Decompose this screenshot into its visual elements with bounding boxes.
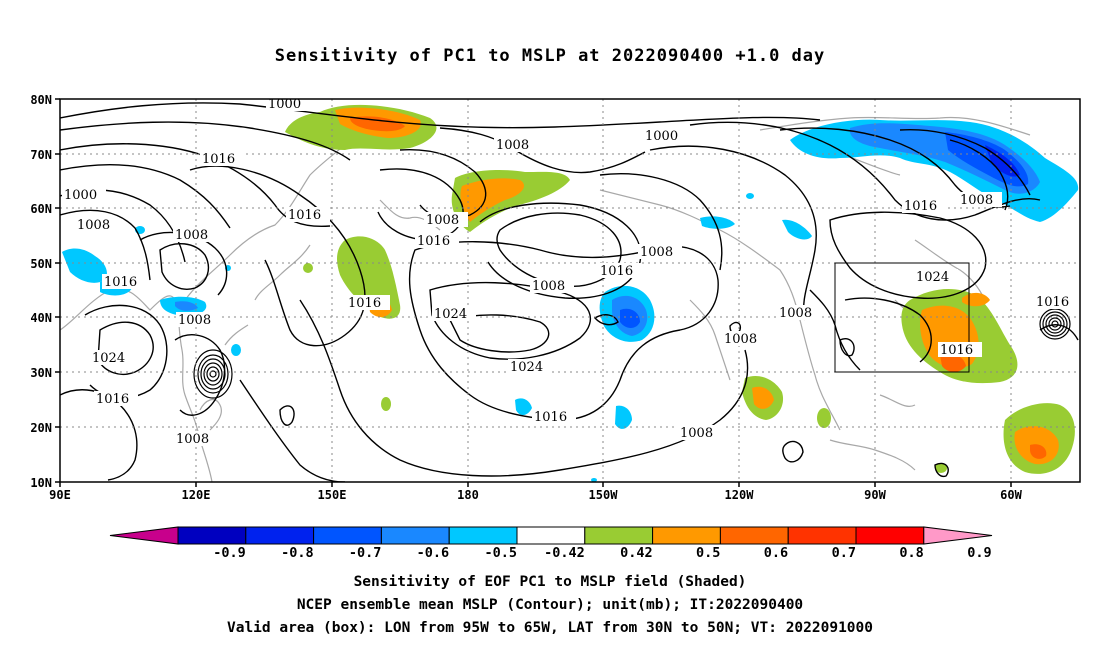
colorbar-swatch: [652, 526, 721, 545]
colorbar-swatch: [719, 526, 789, 545]
colorbar-label: -0.6: [417, 545, 450, 561]
contour-label: 1008: [640, 245, 673, 260]
valid-area-box: [834, 262, 970, 373]
contour-label: 1008: [496, 138, 529, 153]
contour-label: 1008: [176, 432, 209, 447]
sensitivity-shading: [62, 104, 1079, 482]
contour-label: 1008: [960, 193, 993, 208]
contour-label: 1008: [77, 218, 110, 233]
colorbar-swatch: [855, 526, 925, 545]
colorbar-swatch: [584, 526, 654, 545]
contour-label: 1008: [426, 213, 459, 228]
contour-label: 1016: [1036, 295, 1069, 310]
lon-label-120e: 120E: [182, 488, 211, 502]
contour-label: 1008: [178, 313, 211, 328]
colorbar-swatch: [380, 526, 450, 545]
lat-label-20n: 20N: [30, 421, 52, 435]
colorbar-low-end: [109, 526, 179, 545]
lon-label-60w: 60W: [1000, 488, 1022, 502]
caption-line-2: NCEP ensemble mean MSLP (Contour); unit(…: [296, 597, 804, 613]
colorbar-label: 0.9: [967, 545, 991, 561]
colorbar-high-end: [923, 526, 993, 545]
lon-label-90e: 90E: [49, 488, 71, 502]
colorbar-swatch: [516, 526, 586, 545]
colorbar-label: -0.8: [281, 545, 314, 561]
colorbar-swatch: [245, 526, 315, 545]
map-title: Sensitivity of PC1 to MSLP at 2022090400…: [274, 46, 826, 66]
contour-label: 1024: [92, 351, 125, 366]
axis-ticks: [55, 98, 1012, 487]
contour-label: 1016: [96, 392, 129, 407]
contour-label: 1016: [940, 343, 973, 358]
contour-label: 1024: [434, 307, 467, 322]
colorbar-label: -0.42: [544, 545, 585, 561]
colorbar: -0.9 -0.8 -0.7 -0.6 -0.5 -0.42 0.42 0.5 0.6 0.7 0.…: [109, 526, 993, 561]
contour-label: 1000: [645, 129, 678, 144]
contour-label: 1016: [202, 152, 235, 167]
lat-label-70n: 70N: [30, 148, 52, 162]
lon-label-150w: 150W: [589, 488, 619, 502]
colorbar-label: 0.7: [832, 545, 856, 561]
caption-line-1: Sensitivity of EOF PC1 to MSLP field (Sh…: [353, 574, 747, 590]
plot-frame: [59, 98, 1081, 483]
contour-label: 1016: [104, 275, 137, 290]
contour-label: 1016: [904, 199, 937, 214]
colorbar-label: 0.5: [696, 545, 720, 561]
lat-label-30n: 30N: [30, 366, 52, 380]
contour-label: 1016: [534, 410, 567, 425]
lat-label-10n: 10N: [30, 476, 52, 490]
colorbar-swatch: [448, 526, 518, 545]
contour-labels: 1000 1000 1000 1008 1008 1008 1008 1008 …: [62, 97, 1078, 447]
caption-line-3: Valid area (box): LON from 95W to 65W, L…: [226, 620, 873, 636]
colorbar-label: 0.42: [620, 545, 653, 561]
lon-label-150e: 150E: [318, 488, 347, 502]
lon-label-120w: 120W: [725, 488, 755, 502]
colorbar-label: 0.8: [899, 545, 923, 561]
lon-label-90w: 90W: [864, 488, 886, 502]
lon-label-180: 180: [457, 488, 479, 502]
cyclone-rings: [193, 308, 1071, 399]
colorbar-swatch: [313, 526, 382, 545]
latitude-labels: 80N 70N 60N 50N 40N 30N 20N 10N: [30, 93, 52, 490]
contour-label: 1016: [600, 264, 633, 279]
graticule: [60, 99, 1080, 482]
contour-label: 1008: [532, 279, 565, 294]
lat-label-40n: 40N: [30, 311, 52, 325]
colorbar-label: -0.7: [349, 545, 382, 561]
contour-label: 1000: [268, 97, 301, 112]
lat-label-60n: 60N: [30, 202, 52, 216]
contour-label: 1008: [724, 332, 757, 347]
lat-label-80n: 80N: [30, 93, 52, 107]
colorbar-label: -0.5: [484, 545, 517, 561]
longitude-labels: 90E 120E 150E 180 150W 120W 90W 60W: [49, 488, 1022, 502]
colorbar-label: -0.9: [213, 545, 246, 561]
contour-label: 1016: [288, 208, 321, 223]
contour-label: 1008: [779, 306, 812, 321]
contour-label: 1000: [64, 188, 97, 203]
colorbar-swatch: [177, 526, 247, 545]
contour-label: 1016: [348, 296, 381, 311]
contour-label: 1016: [417, 234, 450, 249]
colorbar-label: 0.6: [764, 545, 788, 561]
contour-label: 1008: [175, 228, 208, 243]
colorbar-swatch: [787, 526, 857, 545]
contour-label: 1024: [916, 270, 949, 285]
contour-label: 1024: [510, 360, 543, 375]
lat-label-50n: 50N: [30, 257, 52, 271]
contour-label: 1008: [680, 426, 713, 441]
